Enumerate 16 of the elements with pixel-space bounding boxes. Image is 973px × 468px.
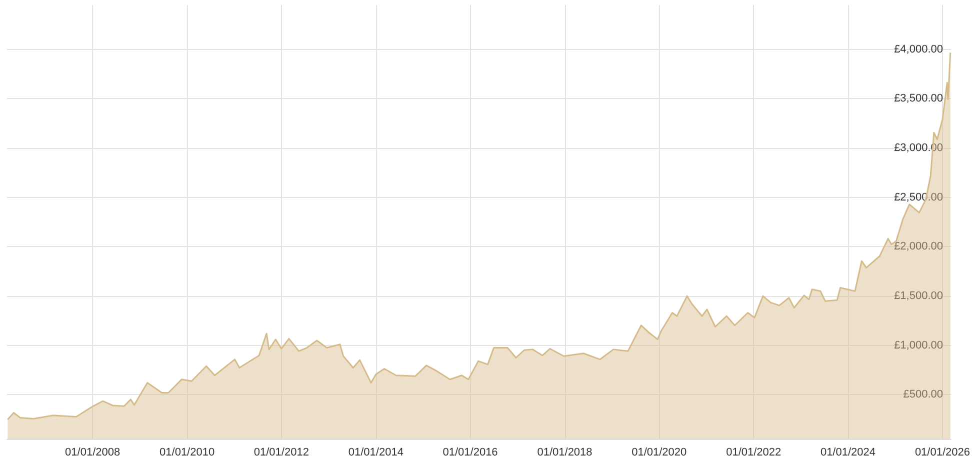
y-tick-label: £1,500.00 xyxy=(894,290,944,302)
x-tick-label: 01/01/2026 xyxy=(914,446,970,458)
x-tick-label: 01/01/2018 xyxy=(537,446,592,458)
x-tick-label: 01/01/2010 xyxy=(160,446,215,458)
y-tick-label: £3,500.00 xyxy=(894,92,944,105)
x-tick-label: 01/01/2020 xyxy=(632,446,687,458)
x-tick-label: 01/01/2014 xyxy=(348,446,404,458)
x-tick-label: 01/01/2012 xyxy=(254,446,309,458)
y-tick-label: £500.00 xyxy=(903,388,944,401)
y-tick-label: £4,000.00 xyxy=(894,43,944,56)
x-tick-label: 01/01/2008 xyxy=(65,446,120,458)
x-tick-label: 01/01/2024 xyxy=(820,446,876,458)
y-tick-label: £1,000.00 xyxy=(894,339,944,352)
y-tick-label: £2,000.00 xyxy=(894,240,944,253)
x-tick-label: 01/01/2016 xyxy=(442,446,498,458)
x-tick-label: 01/01/2022 xyxy=(726,446,782,458)
